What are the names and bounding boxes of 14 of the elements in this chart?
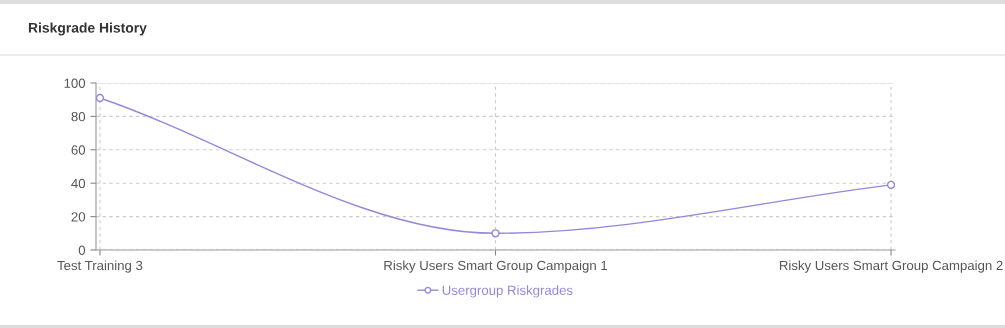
y-tick-label: 0 [78,245,86,255]
y-tick-label: 40 [71,178,86,189]
y-tick-label: 100 [64,78,86,88]
chart-title: Riskgrade History [28,22,147,36]
point [886,180,895,190]
y-tick-label: 60 [71,145,86,155]
x-tick-label: Risky Users Smart Group Campaign 1 [384,260,608,273]
point [491,229,500,238]
y-tick-label: 80 [71,111,86,122]
x-tick-label: Test Training 3 [57,260,143,273]
legend-label: Usergroup Riskgrades [442,285,573,298]
point [96,93,105,103]
y-tick-label: 20 [71,212,86,222]
x-tick-label: Risky Users Smart Group Campaign 2 [779,260,1003,273]
